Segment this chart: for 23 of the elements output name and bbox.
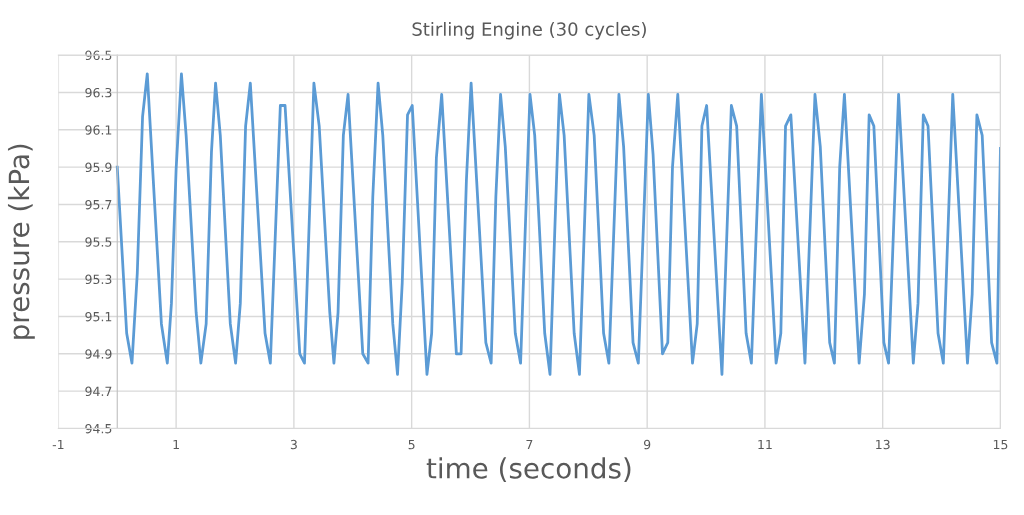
y-tick-label: 95.7 bbox=[85, 199, 112, 210]
x-tick-label: 7 bbox=[526, 439, 533, 450]
y-tick-label: 95.1 bbox=[85, 311, 112, 322]
x-tick-label: 3 bbox=[290, 439, 297, 450]
y-tick-label: 95.5 bbox=[85, 237, 112, 247]
x-tick-label: -1 bbox=[52, 439, 64, 450]
x-tick-label: 15 bbox=[993, 439, 1008, 450]
y-tick-label: 95.3 bbox=[85, 274, 112, 285]
x-tick-label: 11 bbox=[758, 439, 772, 450]
x-tick-label: 13 bbox=[876, 439, 890, 450]
y-tick-label: 96.5 bbox=[85, 50, 112, 61]
y-tick-label: 96.1 bbox=[85, 125, 112, 135]
x-tick-label: 9 bbox=[643, 439, 651, 450]
x-tick-label: 5 bbox=[408, 439, 415, 450]
y-axis-title: pressure (kPa) bbox=[7, 144, 35, 339]
x-tick-label: 1 bbox=[173, 439, 179, 450]
y-tick-label: 96.3 bbox=[85, 87, 112, 98]
y-tick-label: 95.9 bbox=[85, 162, 112, 173]
chart-title: Stirling Engine (30 cycles) bbox=[412, 21, 646, 40]
x-axis-title: time (seconds) bbox=[426, 457, 631, 483]
y-tick-label: 94.9 bbox=[85, 349, 112, 359]
line-series bbox=[115, 72, 1001, 376]
y-tick-label: 94.7 bbox=[85, 386, 112, 397]
